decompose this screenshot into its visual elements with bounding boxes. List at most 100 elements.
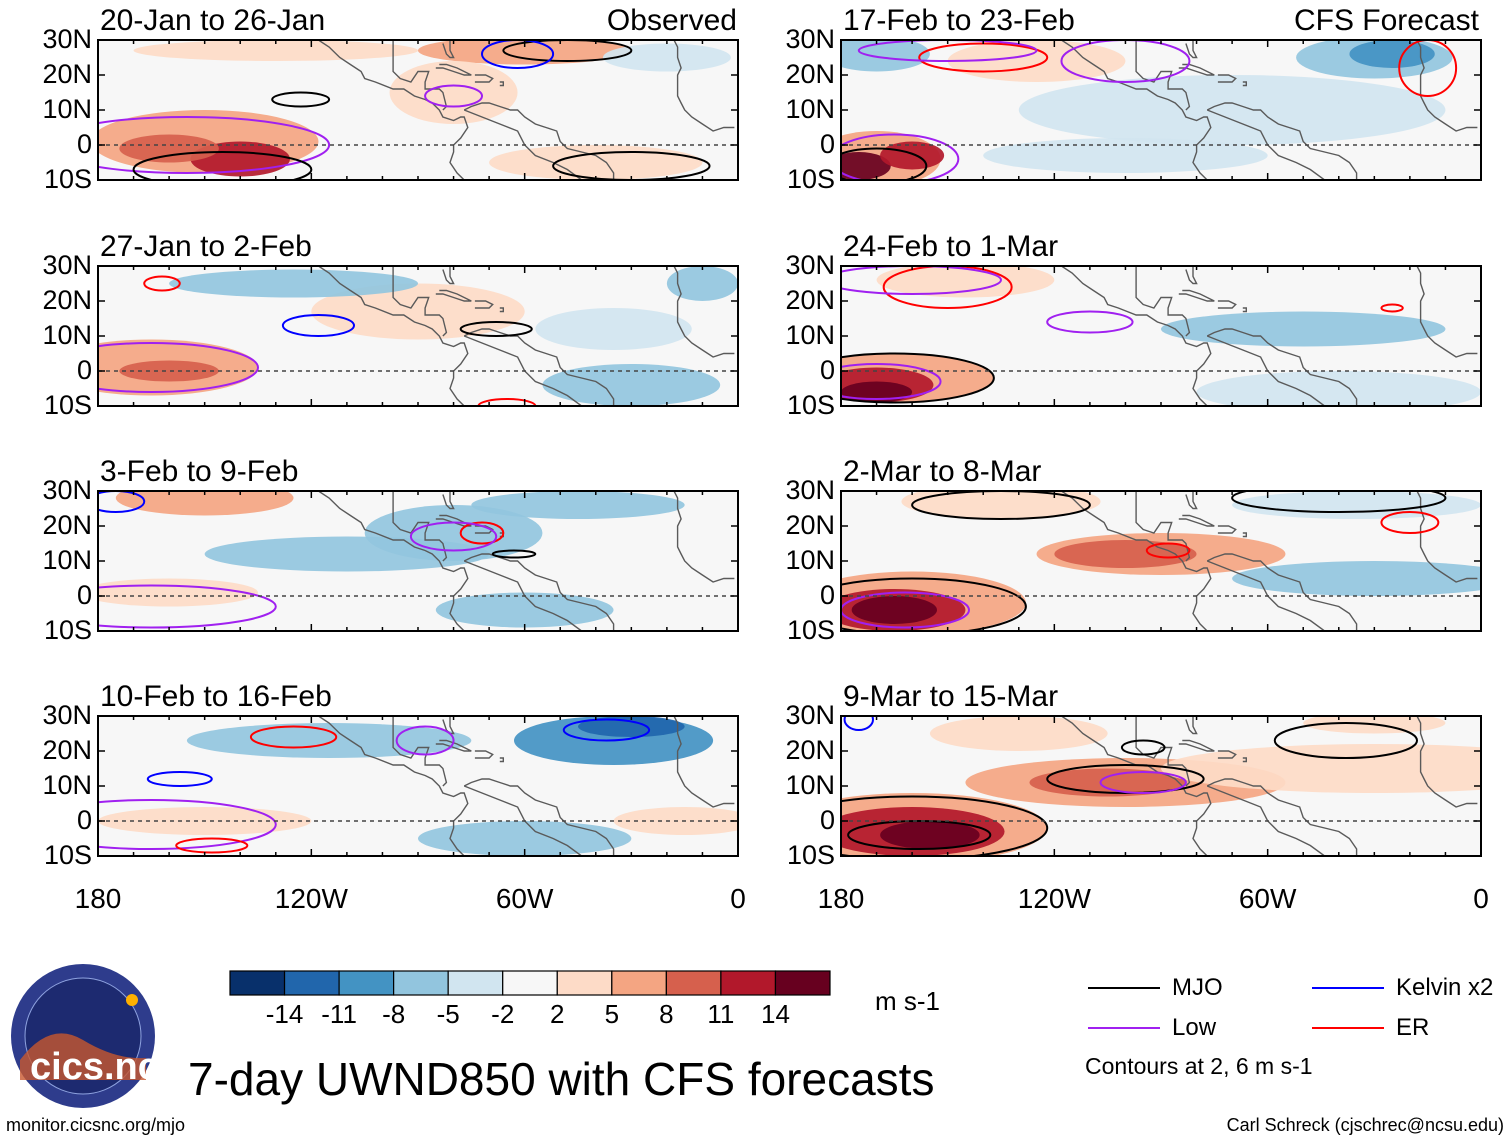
coastline bbox=[673, 491, 735, 583]
anomaly-shading bbox=[311, 283, 525, 340]
colorbar-tick-label: -14 bbox=[265, 999, 304, 1029]
anomaly-shading bbox=[880, 141, 945, 170]
coastline bbox=[1178, 63, 1215, 76]
filter-contour bbox=[98, 342, 259, 393]
coastline bbox=[499, 757, 504, 763]
filter-contour bbox=[562, 718, 651, 742]
colorbar-swatch bbox=[447, 970, 504, 996]
observed-label: Observed bbox=[606, 4, 737, 37]
coastline bbox=[442, 716, 455, 735]
lat-label: 20N bbox=[785, 59, 835, 89]
lat-label: 30N bbox=[42, 250, 92, 280]
coastline bbox=[463, 328, 615, 406]
filter-contour bbox=[841, 591, 970, 629]
coastline bbox=[1416, 491, 1478, 583]
lat-label: 10N bbox=[785, 545, 835, 575]
lat-label: 10N bbox=[785, 320, 835, 350]
lat-label: 20N bbox=[785, 510, 835, 540]
coastline bbox=[392, 40, 448, 111]
lat-label: 30N bbox=[785, 250, 835, 280]
lat-label: 30N bbox=[785, 700, 835, 730]
coastline bbox=[1135, 40, 1191, 111]
filter-contour bbox=[459, 321, 533, 337]
filter-contour bbox=[1046, 310, 1134, 334]
filter-contour bbox=[481, 40, 555, 69]
lat-label: 20N bbox=[42, 59, 92, 89]
filter-contour bbox=[841, 266, 1002, 295]
coastline bbox=[1206, 553, 1358, 631]
anomaly-shading bbox=[841, 152, 891, 180]
coastline bbox=[1185, 40, 1198, 59]
colorbar-swatch bbox=[720, 970, 777, 996]
filter-contour bbox=[409, 521, 498, 552]
map-panel-obs-1 bbox=[98, 40, 738, 180]
lon-label: 180 bbox=[74, 883, 122, 914]
legend-label: Low bbox=[1172, 1014, 1217, 1041]
anomaly-shading bbox=[983, 138, 1268, 173]
colorbar-tick-label: 2 bbox=[550, 999, 565, 1029]
colorbar-swatch bbox=[774, 970, 831, 996]
colorbar-tick-label: 5 bbox=[604, 999, 620, 1029]
map-panel-obs-4 bbox=[98, 716, 738, 856]
filter-contour bbox=[843, 716, 874, 731]
legend-label: Kelvin x2 bbox=[1396, 974, 1494, 1001]
filter-contour bbox=[98, 584, 277, 629]
lat-label: 10S bbox=[786, 615, 835, 645]
coastline bbox=[318, 491, 469, 631]
lat-label: 20N bbox=[42, 735, 92, 765]
lat-label: 20N bbox=[785, 285, 835, 315]
filter-contour bbox=[1099, 771, 1187, 794]
footer-left-url: monitor.cicsnc.org/mjo bbox=[6, 1115, 186, 1135]
legend-label: ER bbox=[1396, 1014, 1430, 1041]
filter-contour bbox=[1380, 303, 1404, 313]
coastline bbox=[673, 266, 735, 358]
filter-contour bbox=[552, 151, 711, 180]
panel-title: 3-Feb to 9-Feb bbox=[100, 455, 299, 488]
lat-label: 30N bbox=[42, 700, 92, 730]
logo-text: cics.nc bbox=[30, 1046, 159, 1088]
filter-contour bbox=[502, 40, 633, 62]
coastline bbox=[1206, 778, 1358, 856]
coastline bbox=[1416, 40, 1478, 132]
filter-contour bbox=[491, 549, 537, 559]
filter-contour bbox=[841, 795, 1049, 856]
filter-contour bbox=[841, 577, 1027, 631]
lat-label: 20N bbox=[785, 735, 835, 765]
colorbar-tick-label: 11 bbox=[707, 999, 735, 1029]
main-title: 7-day UWND850 with CFS forecasts bbox=[188, 1053, 935, 1105]
coastline bbox=[318, 40, 469, 180]
colorbar-swatch bbox=[338, 970, 395, 996]
colorbar-swatch bbox=[556, 970, 613, 996]
anomaly-shading bbox=[98, 578, 258, 607]
filter-contour bbox=[98, 116, 331, 174]
filter-contour bbox=[98, 799, 277, 850]
lon-label: 120W bbox=[274, 883, 348, 914]
coastline bbox=[463, 102, 615, 180]
filter-contour bbox=[841, 147, 928, 180]
coastline bbox=[1178, 514, 1215, 527]
coastline bbox=[1135, 266, 1191, 337]
anomaly-shading bbox=[1161, 744, 1481, 793]
coastline bbox=[499, 81, 504, 87]
lon-label: 120W bbox=[1017, 883, 1091, 914]
anomaly-shading bbox=[186, 723, 472, 758]
lon-label: 60W bbox=[495, 883, 554, 914]
filter-contour bbox=[477, 398, 537, 406]
colorbar-units: m s-1 bbox=[875, 986, 940, 1016]
panel-title: 20-Jan to 26-Jan bbox=[100, 4, 326, 37]
filter-contour bbox=[281, 314, 356, 337]
coastline bbox=[318, 716, 469, 856]
anomaly-shading bbox=[1196, 371, 1481, 406]
coastline bbox=[1185, 266, 1198, 285]
coastline bbox=[1242, 757, 1247, 763]
colorbar-tick-label: -5 bbox=[436, 999, 460, 1029]
anomaly-shading bbox=[119, 360, 219, 382]
cfs-forecast-label: CFS Forecast bbox=[1293, 4, 1479, 37]
coastline bbox=[1217, 300, 1237, 309]
panel-title: 27-Jan to 2-Feb bbox=[100, 230, 312, 263]
anomaly-shading bbox=[880, 821, 980, 849]
anomaly-shading bbox=[418, 40, 632, 65]
lon-label: 0 bbox=[1473, 883, 1489, 914]
filter-contour bbox=[1273, 722, 1419, 759]
colorbar-tick-label: -2 bbox=[491, 999, 515, 1029]
